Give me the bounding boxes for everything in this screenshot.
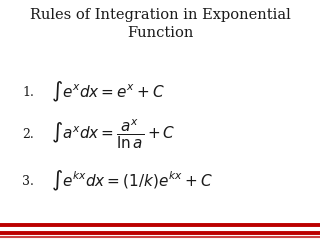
Text: 2.: 2. (22, 128, 34, 141)
Text: Rules of Integration in Exponential
Function: Rules of Integration in Exponential Func… (30, 8, 290, 40)
Text: 1.: 1. (22, 86, 34, 99)
Text: 3.: 3. (22, 175, 34, 188)
Text: $\int e^{x}dx = e^{x} + C$: $\int e^{x}dx = e^{x} + C$ (51, 80, 165, 104)
Text: $\int a^{x}dx = \dfrac{a^{x}}{\ln a} + C$: $\int a^{x}dx = \dfrac{a^{x}}{\ln a} + C… (51, 118, 176, 151)
Text: $\int e^{kx}dx = (1/k)e^{kx} + C$: $\int e^{kx}dx = (1/k)e^{kx} + C$ (51, 169, 213, 193)
